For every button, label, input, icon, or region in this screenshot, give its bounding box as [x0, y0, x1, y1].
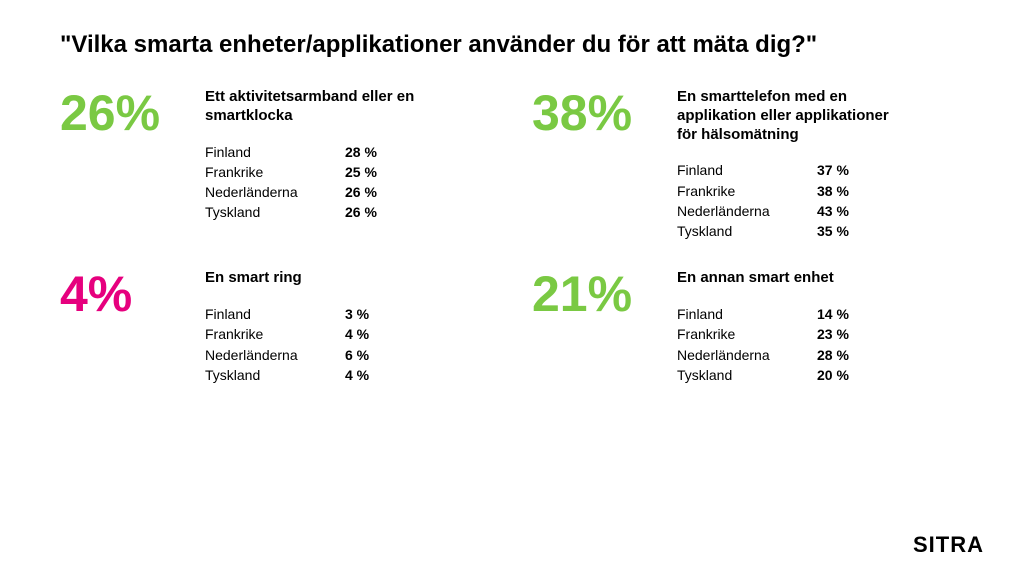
- country-value: 4 %: [345, 365, 400, 385]
- stat-row: Frankrike23 %: [677, 324, 964, 344]
- stat-row: Nederländerna28 %: [677, 345, 964, 365]
- country-value: 26 %: [345, 202, 400, 222]
- country-value: 3 %: [345, 304, 400, 324]
- stat-content: En annan smart enhet Finland14 % Frankri…: [677, 269, 964, 385]
- slide: "Vilka smarta enheter/applikationer anvä…: [0, 0, 1024, 576]
- country-name: Nederländerna: [205, 345, 345, 365]
- country-value: 20 %: [817, 365, 872, 385]
- country-value: 35 %: [817, 221, 872, 241]
- country-name: Tyskland: [205, 365, 345, 385]
- country-name: Frankrike: [205, 162, 345, 182]
- stat-content: En smart ring Finland3 % Frankrike4 % Ne…: [205, 269, 492, 385]
- country-value: 4 %: [345, 324, 400, 344]
- country-value: 28 %: [345, 142, 400, 162]
- country-name: Nederländerna: [205, 182, 345, 202]
- country-name: Frankrike: [205, 324, 345, 344]
- country-value: 43 %: [817, 201, 872, 221]
- country-name: Nederländerna: [677, 201, 817, 221]
- stat-row: Tyskland35 %: [677, 221, 964, 241]
- country-name: Frankrike: [677, 324, 817, 344]
- stat-row: Finland14 %: [677, 304, 964, 324]
- stat-label: En smarttelefon med en applikation eller…: [677, 88, 907, 144]
- country-value: 26 %: [345, 182, 400, 202]
- country-name: Frankrike: [677, 181, 817, 201]
- stat-label: Ett aktivitetsarmband eller en smartkloc…: [205, 88, 435, 126]
- stats-grid: 26% Ett aktivitetsarmband eller en smart…: [60, 88, 964, 385]
- stat-block: 26% Ett aktivitetsarmband eller en smart…: [60, 88, 492, 241]
- country-value: 37 %: [817, 160, 872, 180]
- slide-title: "Vilka smarta enheter/applikationer anvä…: [60, 30, 840, 60]
- country-name: Finland: [677, 160, 817, 180]
- stat-row: Finland3 %: [205, 304, 492, 324]
- stat-label: En annan smart enhet: [677, 269, 907, 288]
- stat-label: En smart ring: [205, 269, 435, 288]
- stat-row: Nederländerna6 %: [205, 345, 492, 365]
- stat-percentage: 26%: [60, 88, 205, 138]
- country-value: 14 %: [817, 304, 872, 324]
- stat-rows: Finland14 % Frankrike23 % Nederländerna2…: [677, 304, 964, 385]
- stat-row: Frankrike25 %: [205, 162, 492, 182]
- country-value: 38 %: [817, 181, 872, 201]
- country-value: 6 %: [345, 345, 400, 365]
- stat-row: Frankrike4 %: [205, 324, 492, 344]
- country-name: Tyskland: [205, 202, 345, 222]
- stat-percentage: 21%: [532, 269, 677, 319]
- stat-row: Tyskland26 %: [205, 202, 492, 222]
- stat-rows: Finland3 % Frankrike4 % Nederländerna6 %…: [205, 304, 492, 385]
- stat-block: 4% En smart ring Finland3 % Frankrike4 %…: [60, 269, 492, 385]
- stat-percentage: 38%: [532, 88, 677, 138]
- stat-row: Nederländerna43 %: [677, 201, 964, 221]
- stat-row: Finland37 %: [677, 160, 964, 180]
- sitra-logo: SITRA: [913, 532, 984, 558]
- country-value: 28 %: [817, 345, 872, 365]
- country-value: 25 %: [345, 162, 400, 182]
- stat-row: Finland28 %: [205, 142, 492, 162]
- country-name: Finland: [677, 304, 817, 324]
- country-name: Nederländerna: [677, 345, 817, 365]
- stat-content: Ett aktivitetsarmband eller en smartkloc…: [205, 88, 492, 223]
- country-name: Tyskland: [677, 221, 817, 241]
- country-name: Finland: [205, 304, 345, 324]
- country-name: Tyskland: [677, 365, 817, 385]
- country-name: Finland: [205, 142, 345, 162]
- stat-row: Tyskland20 %: [677, 365, 964, 385]
- stat-rows: Finland37 % Frankrike38 % Nederländerna4…: [677, 160, 964, 241]
- stat-row: Tyskland4 %: [205, 365, 492, 385]
- stat-block: 21% En annan smart enhet Finland14 % Fra…: [532, 269, 964, 385]
- stat-row: Nederländerna26 %: [205, 182, 492, 202]
- stat-rows: Finland28 % Frankrike25 % Nederländerna2…: [205, 142, 492, 223]
- stat-row: Frankrike38 %: [677, 181, 964, 201]
- country-value: 23 %: [817, 324, 872, 344]
- stat-block: 38% En smarttelefon med en applikation e…: [532, 88, 964, 241]
- stat-percentage: 4%: [60, 269, 205, 319]
- stat-content: En smarttelefon med en applikation eller…: [677, 88, 964, 241]
